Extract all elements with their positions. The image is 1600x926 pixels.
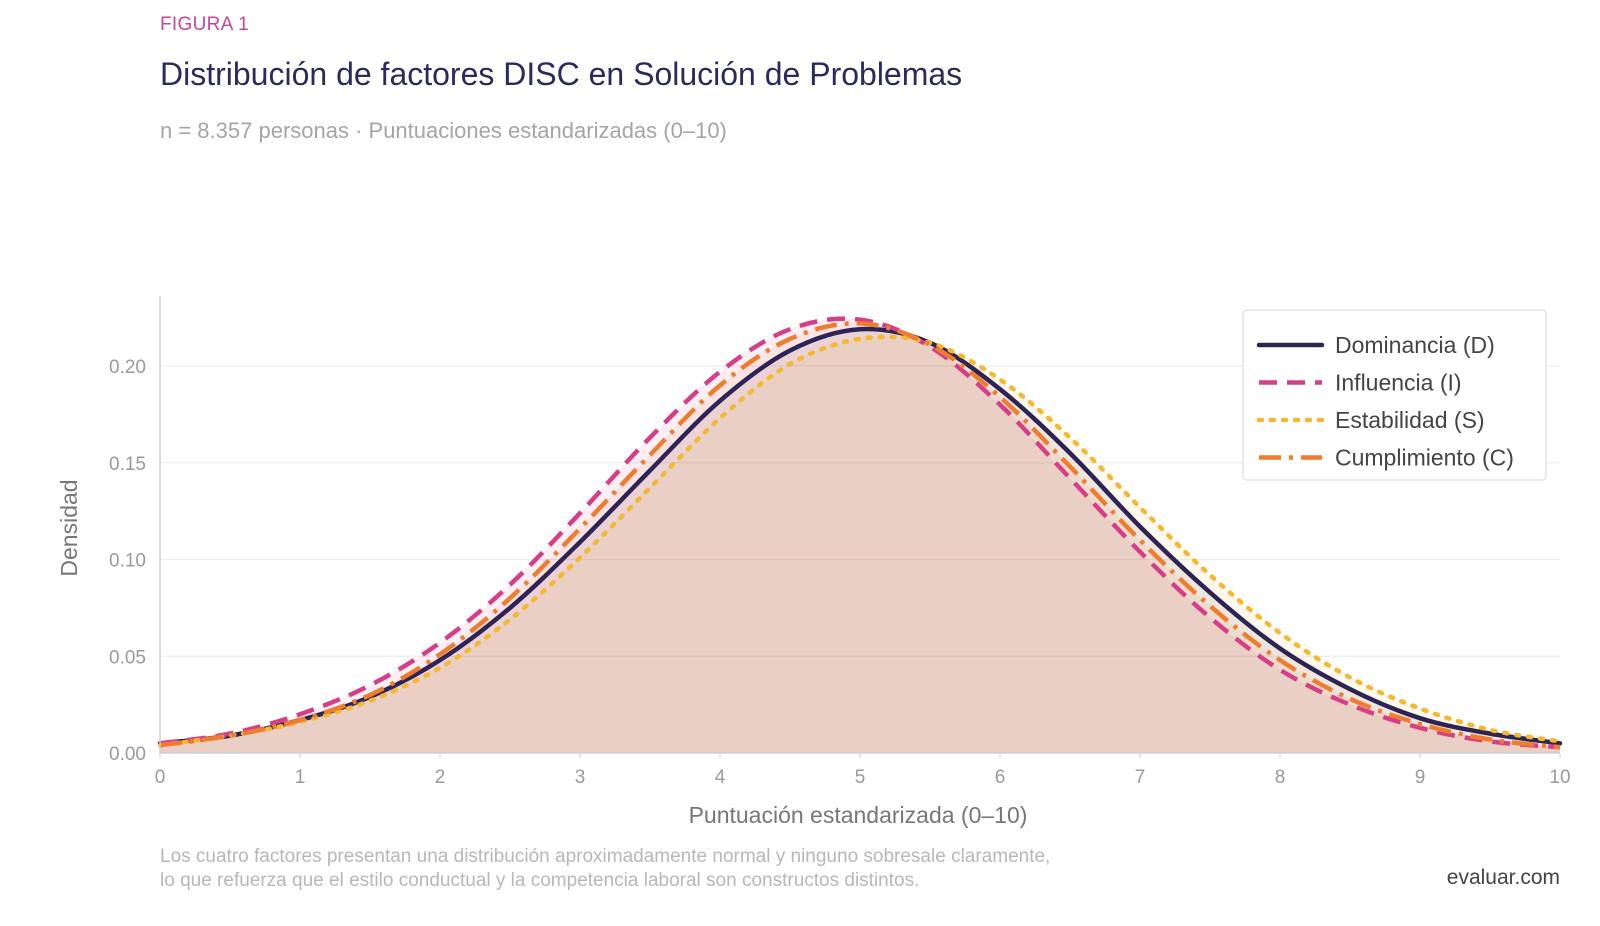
series-line-3 xyxy=(157,334,1563,748)
chart-title: Distribución de factores DISC en Solució… xyxy=(160,56,963,92)
series-lines xyxy=(157,316,1563,750)
x-tick-label: 8 xyxy=(1275,767,1286,788)
tick-labels: 0.00 0.05 0.10 0.15 0.20 0 1 2 3 4 5 6 7 8 9 10 xyxy=(109,357,1571,788)
x-tick-label: 3 xyxy=(575,767,586,788)
figure-label: FIGURA 1 xyxy=(160,14,249,35)
x-tick-label: 5 xyxy=(855,767,866,788)
x-axis-label: Puntuación estandarizada (0–10) xyxy=(689,802,1028,828)
caption-line-1: Los cuatro factores presentan una distri… xyxy=(160,846,1051,867)
x-tick-label: 4 xyxy=(715,767,726,788)
series-fill-1 xyxy=(160,328,1560,753)
chart-subtitle: n = 8.357 personas · Puntuaciones estand… xyxy=(160,118,727,143)
series-line-2 xyxy=(159,316,1561,750)
series-line-1 xyxy=(157,326,1563,746)
caption-line-2: lo que refuerza que el estilo conductual… xyxy=(160,870,920,891)
y-axis-label: Densidad xyxy=(56,479,82,576)
x-tick-label: 0 xyxy=(155,767,166,788)
series-fill-3 xyxy=(160,336,1560,753)
y-tick-label: 0.05 xyxy=(109,647,146,668)
brand-link[interactable]: evaluar.com xyxy=(1446,866,1560,889)
x-tick-label: 1 xyxy=(295,767,306,788)
x-tick-label: 2 xyxy=(435,767,446,788)
legend-label: Estabilidad (S) xyxy=(1335,407,1485,433)
y-tick-label: 0.00 xyxy=(109,744,146,765)
axes xyxy=(159,296,1561,758)
area-fills xyxy=(160,318,1560,753)
legend-label: Influencia (I) xyxy=(1335,370,1462,396)
series-line-4 xyxy=(159,321,1561,750)
x-tick-label: 10 xyxy=(1549,767,1570,788)
y-tick-label: 0.15 xyxy=(109,454,146,475)
x-tick-label: 7 xyxy=(1135,767,1146,788)
y-tick-label: 0.20 xyxy=(109,357,146,378)
x-tick-label: 6 xyxy=(995,767,1006,788)
series-fill-2 xyxy=(160,318,1560,753)
legend-label: Cumplimiento (C) xyxy=(1335,445,1514,471)
legend: Dominancia (D) Influencia (I) Estabilidad … xyxy=(1242,309,1547,481)
legend-label: Dominancia (D) xyxy=(1335,332,1495,358)
y-tick-label: 0.10 xyxy=(109,551,146,572)
series-fill-4 xyxy=(160,323,1560,753)
legend-box xyxy=(1242,309,1547,481)
x-tick-label: 9 xyxy=(1415,767,1426,788)
caption: Los cuatro factores presentan una distri… xyxy=(160,845,1160,893)
